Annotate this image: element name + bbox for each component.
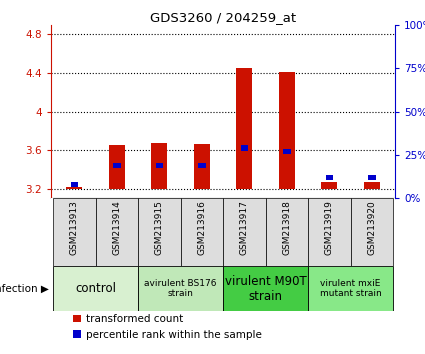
Bar: [368, 175, 376, 180]
Bar: [236, 68, 252, 189]
Text: GSM213913: GSM213913: [70, 200, 79, 255]
Text: avirulent BS176
strain: avirulent BS176 strain: [144, 279, 217, 298]
Bar: [351, 198, 393, 266]
Text: GSM213919: GSM213919: [325, 200, 334, 255]
Bar: [96, 198, 138, 266]
Bar: [321, 182, 337, 189]
Bar: [113, 162, 121, 168]
Bar: [53, 198, 96, 266]
Bar: [71, 182, 78, 187]
Bar: [66, 187, 82, 189]
Bar: [138, 266, 223, 311]
Title: GDS3260 / 204259_at: GDS3260 / 204259_at: [150, 11, 296, 24]
Bar: [109, 145, 125, 189]
Bar: [151, 143, 167, 189]
Text: virulent M90T
strain: virulent M90T strain: [225, 275, 306, 303]
Bar: [308, 198, 351, 266]
Bar: [53, 266, 138, 311]
Text: GSM213915: GSM213915: [155, 200, 164, 255]
Bar: [283, 149, 291, 154]
Bar: [181, 198, 223, 266]
Bar: [223, 266, 308, 311]
Bar: [194, 144, 210, 189]
Bar: [156, 162, 163, 168]
Text: GSM213917: GSM213917: [240, 200, 249, 255]
Bar: [223, 198, 266, 266]
Bar: [241, 145, 248, 150]
Bar: [326, 175, 333, 180]
Text: GSM213918: GSM213918: [282, 200, 292, 255]
Bar: [198, 162, 206, 168]
Text: infection ▶: infection ▶: [0, 284, 49, 294]
Text: GSM213914: GSM213914: [112, 200, 122, 255]
Bar: [308, 266, 393, 311]
Text: GSM213916: GSM213916: [197, 200, 207, 255]
Bar: [266, 198, 308, 266]
Bar: [138, 198, 181, 266]
Bar: [279, 73, 295, 189]
Text: GSM213920: GSM213920: [367, 200, 377, 255]
Text: virulent mxiE
mutant strain: virulent mxiE mutant strain: [320, 279, 382, 298]
Bar: [364, 182, 380, 189]
Legend: transformed count, percentile rank within the sample: transformed count, percentile rank withi…: [74, 314, 262, 339]
Text: control: control: [75, 282, 116, 295]
